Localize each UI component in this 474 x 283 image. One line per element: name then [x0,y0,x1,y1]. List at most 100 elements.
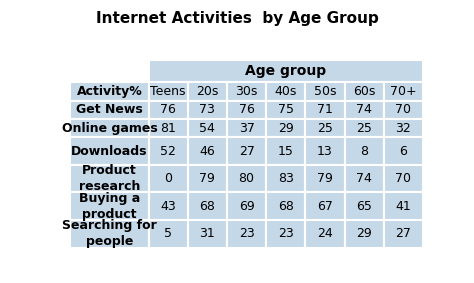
Bar [345,100,384,119]
Bar [149,119,188,137]
Text: 37: 37 [239,122,255,135]
Bar [305,192,345,220]
Bar [149,100,188,119]
Bar [305,220,345,248]
Text: 60s: 60s [353,85,375,98]
Text: 0: 0 [164,172,172,185]
Text: Product
research: Product research [79,164,140,193]
Text: 83: 83 [278,172,294,185]
Bar [188,82,227,100]
Text: 8: 8 [360,145,368,158]
Text: Buying a
product: Buying a product [79,192,140,221]
Bar [266,165,305,192]
Text: 32: 32 [395,122,411,135]
Bar [149,137,188,165]
Bar [305,100,345,119]
Bar [227,100,266,119]
Bar [70,60,149,82]
Text: Get News: Get News [76,103,143,116]
Bar [70,100,149,119]
Bar [227,82,266,100]
Bar [384,100,423,119]
Text: 29: 29 [356,227,372,240]
Bar [345,192,384,220]
Text: 80: 80 [238,172,255,185]
Bar [188,220,227,248]
Text: 70+: 70+ [390,85,417,98]
Text: Downloads: Downloads [71,145,148,158]
Text: 29: 29 [278,122,294,135]
Bar [266,100,305,119]
Bar [305,165,345,192]
Bar [266,82,305,100]
Text: 27: 27 [395,227,411,240]
Bar [266,192,305,220]
Text: 67: 67 [317,200,333,213]
Bar [149,220,188,248]
Bar [384,192,423,220]
Text: 46: 46 [200,145,215,158]
Text: 13: 13 [317,145,333,158]
Text: 25: 25 [356,122,372,135]
Text: 31: 31 [200,227,215,240]
Text: 70: 70 [395,172,411,185]
Bar [384,165,423,192]
Text: 40s: 40s [274,85,297,98]
Bar [188,165,227,192]
Bar [266,119,305,137]
Text: 27: 27 [239,145,255,158]
Text: 79: 79 [200,172,215,185]
Text: 75: 75 [278,103,294,116]
Text: 68: 68 [278,200,294,213]
Bar [70,119,149,137]
Text: 65: 65 [356,200,372,213]
Text: 76: 76 [239,103,255,116]
Bar [70,192,149,220]
Text: 71: 71 [317,103,333,116]
Bar [188,137,227,165]
Text: 73: 73 [200,103,215,116]
Text: 6: 6 [400,145,407,158]
Text: 50s: 50s [314,85,336,98]
Bar [384,82,423,100]
Text: Internet Activities  by Age Group: Internet Activities by Age Group [96,11,378,26]
Bar [266,220,305,248]
Bar [345,165,384,192]
Text: 25: 25 [317,122,333,135]
Bar [188,192,227,220]
Text: 70: 70 [395,103,411,116]
Bar [345,137,384,165]
Text: 81: 81 [160,122,176,135]
Text: 74: 74 [356,103,372,116]
Bar [384,137,423,165]
Bar [384,119,423,137]
Bar [227,220,266,248]
Bar [149,165,188,192]
Bar [70,137,149,165]
Text: 52: 52 [160,145,176,158]
Bar [227,119,266,137]
Text: 74: 74 [356,172,372,185]
Text: 41: 41 [395,200,411,213]
Bar [188,119,227,137]
Text: 5: 5 [164,227,172,240]
Text: Searching for
people: Searching for people [62,219,157,248]
Bar [384,220,423,248]
Bar [188,100,227,119]
Bar [305,119,345,137]
Bar [305,137,345,165]
Bar [227,165,266,192]
Bar [345,119,384,137]
Text: 20s: 20s [196,85,219,98]
Bar [70,220,149,248]
Text: 54: 54 [200,122,215,135]
Bar [345,82,384,100]
Text: 68: 68 [200,200,215,213]
Text: 23: 23 [239,227,255,240]
Text: 76: 76 [160,103,176,116]
Text: 30s: 30s [236,85,258,98]
Bar [266,137,305,165]
Bar [149,192,188,220]
Bar [345,220,384,248]
Text: Activity%: Activity% [77,85,142,98]
